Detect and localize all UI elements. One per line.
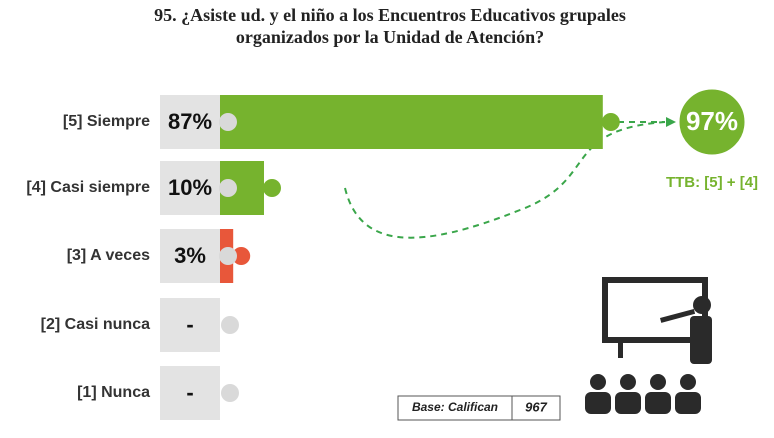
value-box <box>160 366 220 420</box>
category-label: [4] Casi siempre <box>26 179 150 196</box>
bar-knob <box>232 247 251 265</box>
teacher-icon <box>585 277 712 414</box>
value-box <box>160 161 220 215</box>
ttb-value: 97% <box>686 106 738 136</box>
value-label: 87% <box>168 109 212 134</box>
ttb-circle <box>676 86 748 158</box>
chart-title: 95. ¿Asiste ud. y el niño a los Encuentr… <box>154 5 626 47</box>
inner-notch <box>219 179 237 197</box>
value-label: - <box>186 380 193 405</box>
arrow-head <box>666 117 676 127</box>
value-box <box>160 95 220 149</box>
value-label: - <box>186 312 193 337</box>
inner-notch <box>219 113 237 131</box>
bar-knob <box>601 113 620 131</box>
category-label: [2] Casi nunca <box>41 316 150 333</box>
empty-knob <box>221 316 239 334</box>
value-box <box>160 298 220 352</box>
base-label: Base: Califican <box>412 400 498 414</box>
bar <box>220 95 603 149</box>
value-label: 10% <box>168 175 212 200</box>
value-box <box>160 229 220 283</box>
category-label: [3] A veces <box>67 247 150 264</box>
category-label: [5] Siempre <box>63 113 150 130</box>
ttb-label: TTB: [5] + [4] <box>666 174 758 191</box>
value-label: 3% <box>174 243 206 268</box>
empty-knob <box>221 384 239 402</box>
category-label: [1] Nunca <box>77 384 150 401</box>
base-box <box>397 395 561 421</box>
inner-notch <box>219 247 237 265</box>
bar-knob <box>263 179 281 197</box>
base-value: 967 <box>525 399 547 414</box>
title-box: 95. ¿Asiste ud. y el niño a los Encuentr… <box>154 5 626 47</box>
